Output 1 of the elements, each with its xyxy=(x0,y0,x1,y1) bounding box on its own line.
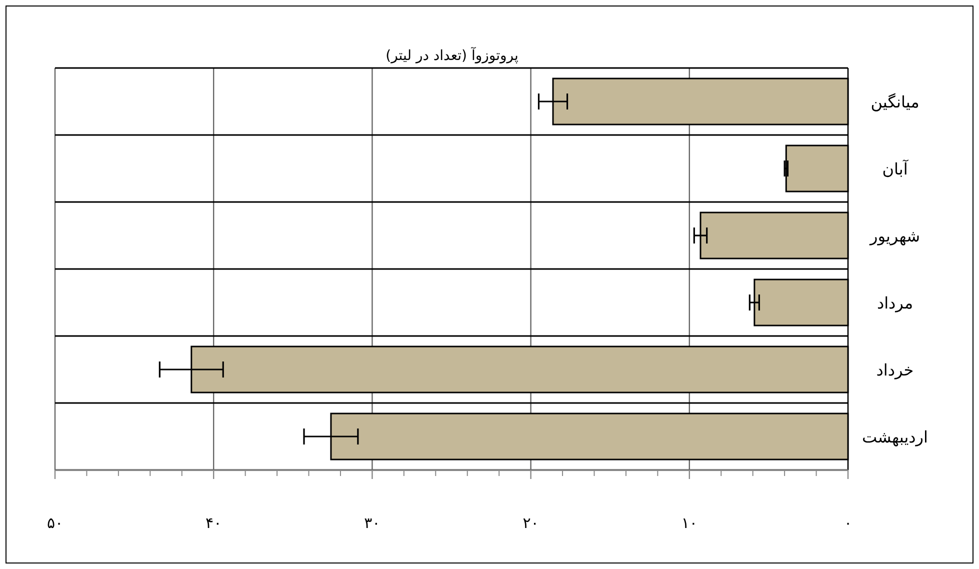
title: پروتوزوآ (تعداد در لیتر) xyxy=(386,48,518,64)
